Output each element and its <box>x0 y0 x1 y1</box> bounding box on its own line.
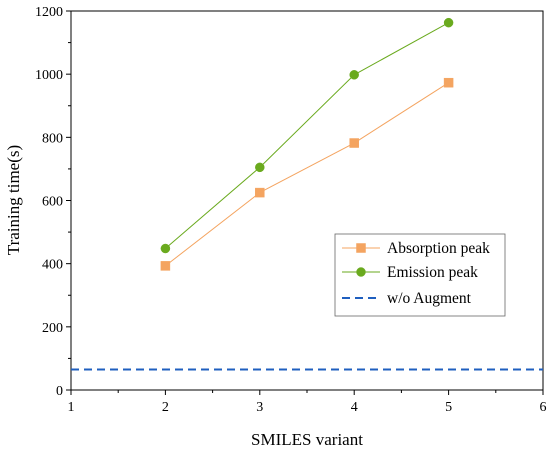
x-tick-label: 5 <box>445 400 452 415</box>
y-tick-label: 1000 <box>35 68 63 83</box>
x-tick-label: 1 <box>68 400 75 415</box>
legend-item-absorption-peak: Absorption peak <box>342 240 490 257</box>
legend-swatch-marker <box>356 243 366 253</box>
absorption-peak-point <box>349 138 359 148</box>
plot-frame <box>70 10 544 391</box>
emission-peak-point <box>443 17 454 28</box>
plot-border <box>70 10 544 391</box>
legend-label: w/o Augment <box>387 290 472 307</box>
x-tick-label: 2 <box>162 400 169 415</box>
y-tick-label: 600 <box>42 195 63 210</box>
emission-peak-line <box>165 22 449 249</box>
y-tick-label: 800 <box>42 131 63 146</box>
y-tick-label: 200 <box>42 321 63 336</box>
x-tick-label: 4 <box>351 400 358 415</box>
y-tick-label: 400 <box>42 258 63 273</box>
absorption-peak-point <box>443 77 454 88</box>
ticks-layer: 1 2 3 4 5 6 0 200 400 600 800 1000 1200 <box>35 5 547 415</box>
x-tick-label: 6 <box>540 400 547 415</box>
y-axis-title: Training time(s) <box>4 145 23 255</box>
legend-items: Absorption peak Emission peak w/o Augment <box>342 240 490 307</box>
absorption-peak-series <box>160 77 454 271</box>
absorption-peak-point <box>160 261 171 271</box>
y-tick-label: 0 <box>56 384 63 399</box>
series-layer <box>71 17 543 371</box>
legend-label: Absorption peak <box>387 240 490 257</box>
x-tick-label: 3 <box>256 400 263 415</box>
legend-label: Emission peak <box>387 264 478 281</box>
absorption-peak-point <box>255 187 265 198</box>
legend: Absorption peak Emission peak w/o Augment <box>334 233 506 317</box>
legend-item-w-o-augment: w/o Augment <box>342 290 472 307</box>
absorption-peak-line <box>165 82 449 267</box>
legend-item-emission-peak: Emission peak <box>342 264 478 281</box>
emission-peak-point <box>255 162 265 173</box>
emission-peak-point <box>160 243 171 254</box>
emission-peak-series <box>160 17 454 254</box>
x-axis-title: SMILES variant <box>251 430 363 449</box>
y-tick-label: 1200 <box>35 5 63 20</box>
emission-peak-point <box>349 70 359 80</box>
legend-swatch-marker <box>356 267 366 277</box>
